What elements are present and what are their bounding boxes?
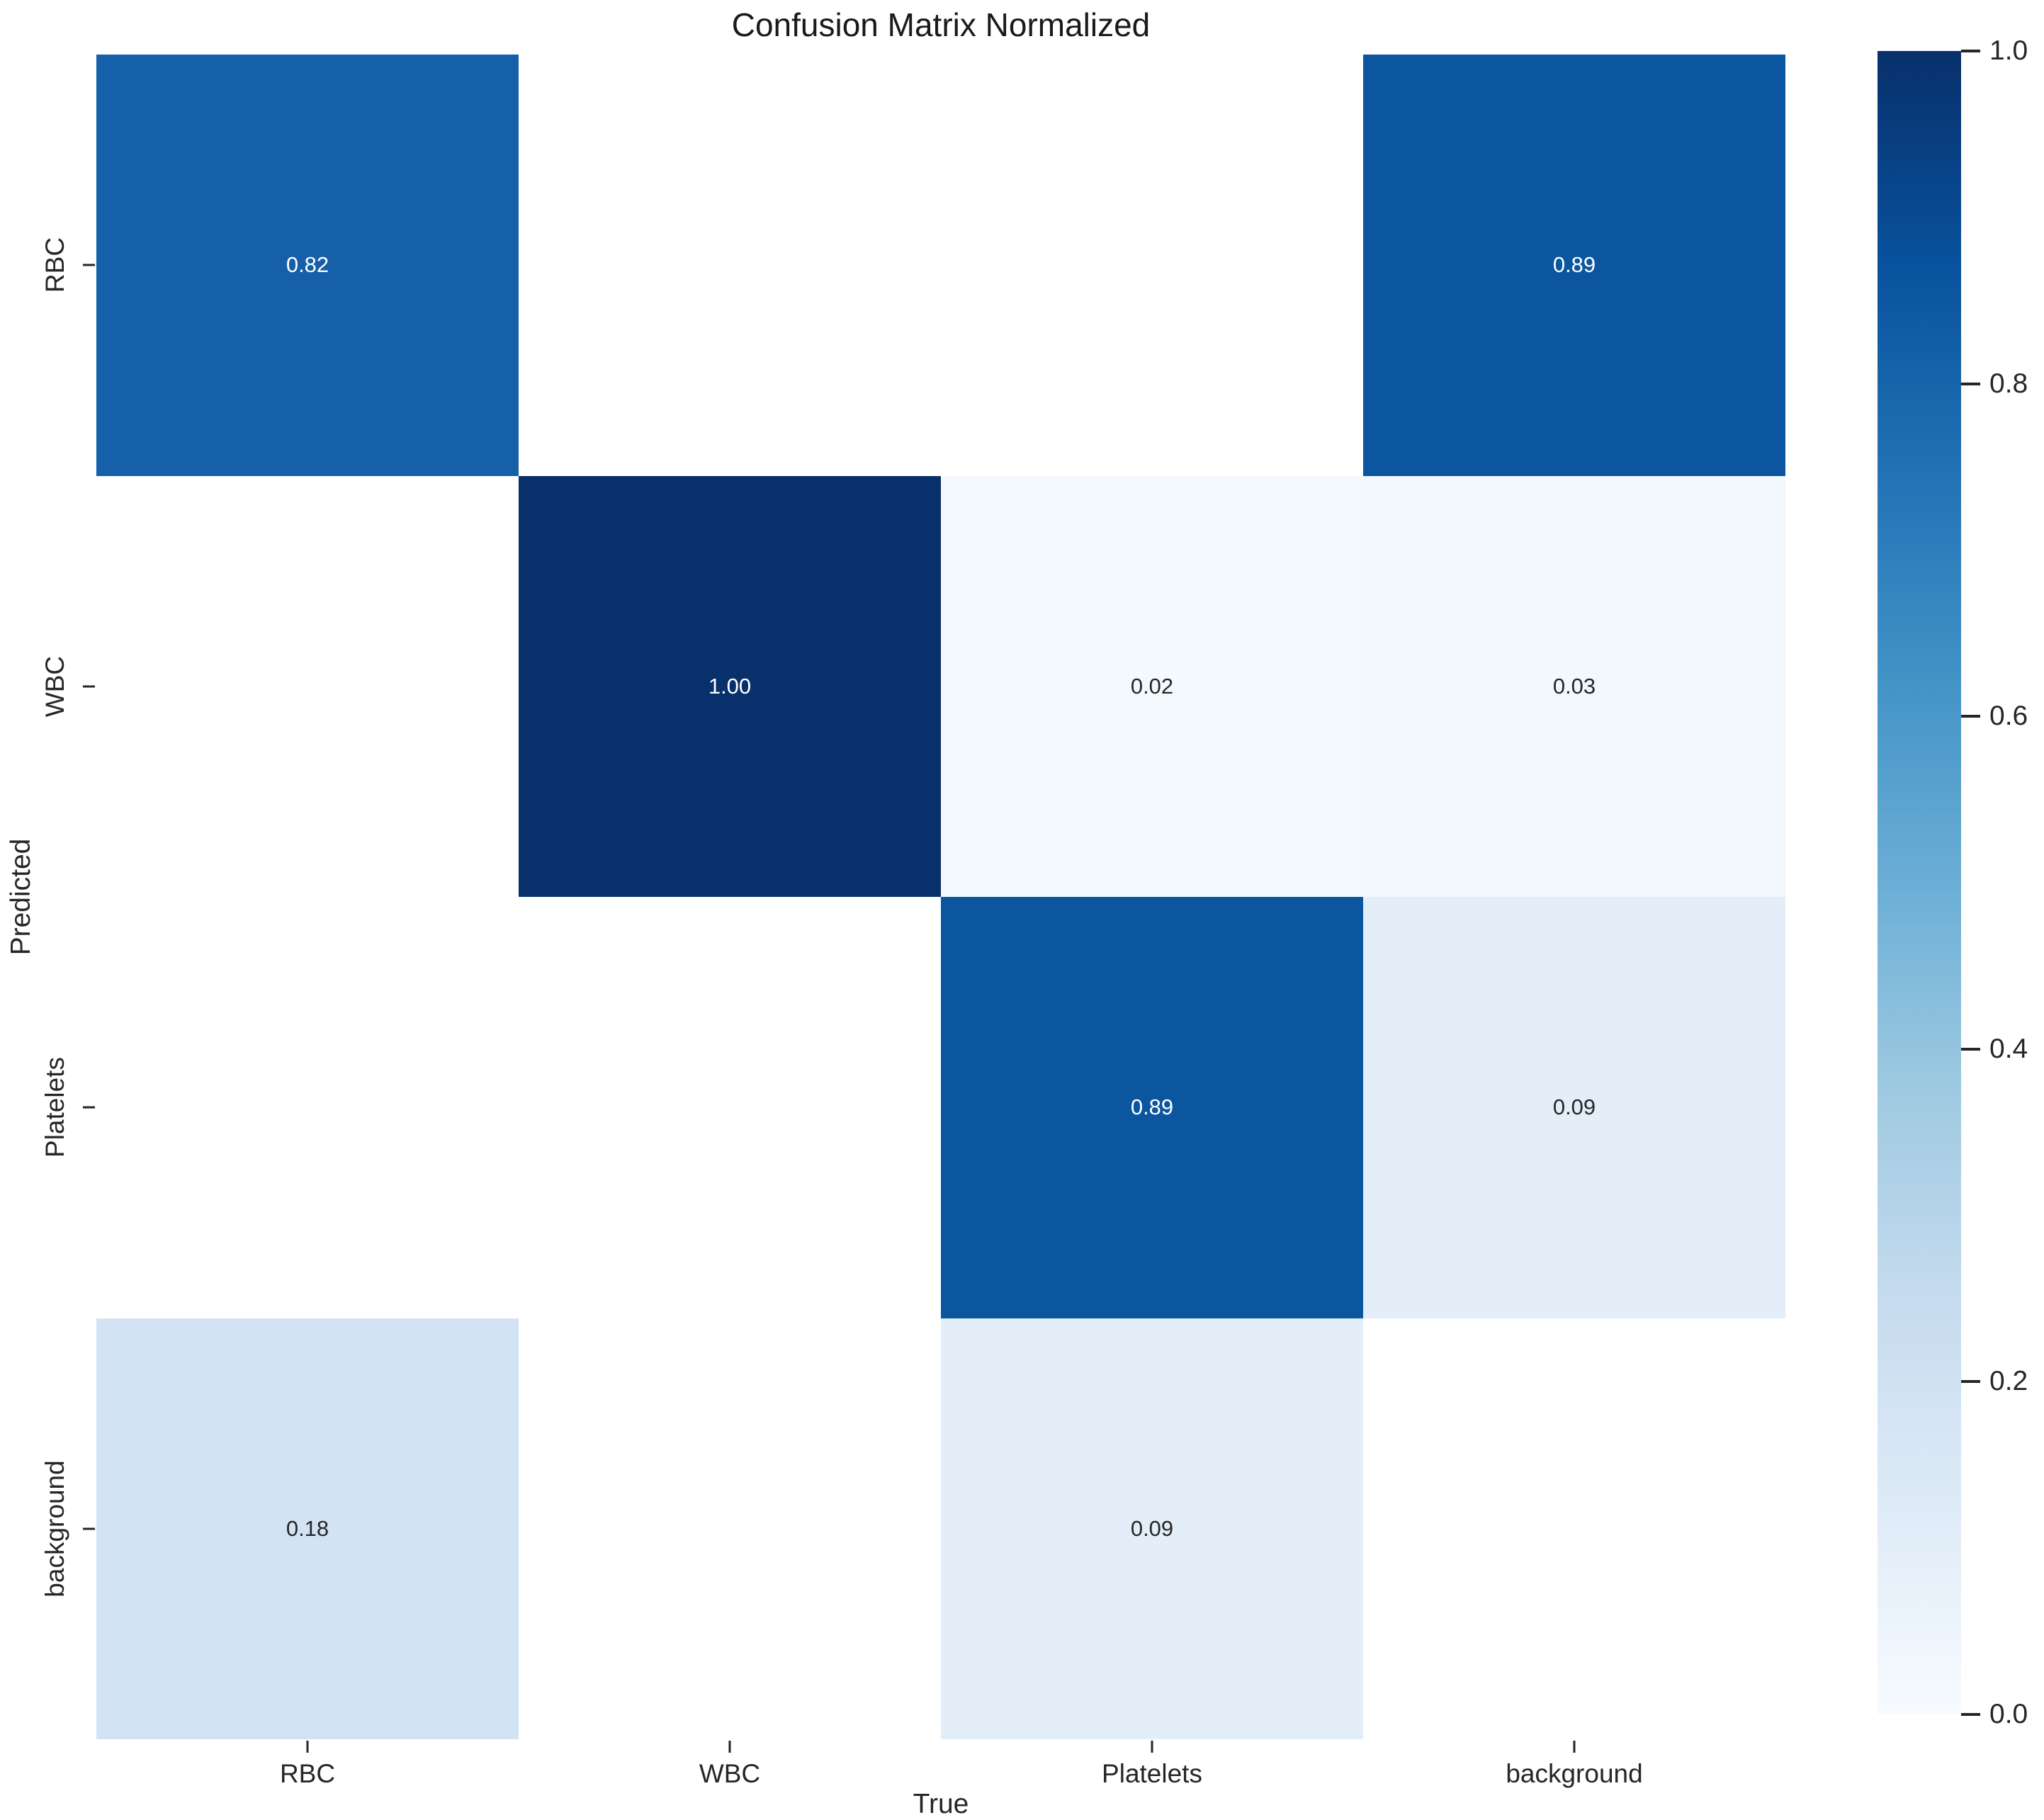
heatmap-cell: 0.82 (96, 55, 519, 476)
x-tick-mark (1151, 1741, 1153, 1753)
y-tick-label: Platelets (40, 1057, 69, 1158)
heatmap-cell: 0.18 (96, 1318, 519, 1739)
heatmap-cell (519, 1318, 941, 1739)
colorbar-tick-label: 0.6 (1989, 701, 2028, 732)
y-tick-label: RBC (40, 237, 69, 293)
heatmap-cell (1363, 1318, 1785, 1739)
colorbar-tick-label: 1.0 (1989, 35, 2028, 66)
chart-title: Confusion Matrix Normalized (731, 6, 1151, 43)
y-axis-title: Predicted (6, 838, 36, 956)
cell-value: 0.89 (1130, 1095, 1174, 1120)
cell-value: 1.00 (708, 673, 752, 699)
x-tick-label: RBC (279, 1759, 336, 1788)
colorbar-tick-label: 0.4 (1989, 1033, 2028, 1064)
colorbar-tick-label: 0.0 (1989, 1699, 2028, 1729)
heatmap-cell: 0.09 (941, 1318, 1363, 1739)
heatmap-cell (96, 475, 519, 897)
colorbar-tick-label: 0.2 (1989, 1366, 2028, 1397)
colorbar-tick-mark (1961, 715, 1980, 718)
x-tick-mark (1573, 1741, 1576, 1753)
x-tick-label: background (1506, 1759, 1643, 1788)
colorbar-tick-mark (1961, 1380, 1980, 1384)
heatmap-cell (96, 897, 519, 1318)
heatmap-cell (941, 55, 1363, 476)
heatmap-cell: 0.09 (1363, 897, 1785, 1318)
cell-value: 0.02 (1130, 673, 1174, 699)
colorbar (1878, 51, 1961, 1714)
x-tick-label: Platelets (1102, 1759, 1202, 1788)
heatmap-cell (519, 897, 941, 1318)
x-tick-mark (306, 1741, 309, 1753)
heatmap-cell (519, 55, 941, 476)
cell-value: 0.09 (1130, 1515, 1174, 1541)
heatmap-cell: 0.89 (941, 897, 1363, 1318)
colorbar-tick-mark (1961, 50, 1980, 52)
colorbar-tick-mark (1961, 1047, 1980, 1051)
x-tick-label: WBC (699, 1759, 761, 1788)
cell-value: 0.18 (286, 1515, 329, 1541)
y-tick-label: background (40, 1460, 69, 1598)
cell-value: 0.09 (1552, 1095, 1596, 1120)
y-tick-mark (83, 685, 95, 688)
cell-value: 0.03 (1552, 673, 1596, 699)
y-tick-mark (83, 1106, 95, 1109)
heatmap-cell: 0.02 (941, 475, 1363, 897)
cell-value: 0.89 (1552, 252, 1596, 278)
heatmap-cell: 0.89 (1363, 55, 1785, 476)
x-axis-title: True (913, 1789, 969, 1819)
colorbar-tick-label: 0.8 (1989, 368, 2028, 399)
cell-value: 0.82 (286, 252, 329, 278)
x-tick-mark (728, 1741, 731, 1753)
heatmap-grid: 0.82 0.89 1.00 0.02 0.03 0.89 0.09 0.18 0.09 (96, 55, 1785, 1739)
heatmap-cell: 1.00 (519, 475, 941, 897)
heatmap-cell: 0.03 (1363, 475, 1785, 897)
y-tick-mark (83, 1527, 95, 1530)
y-tick-label: WBC (40, 655, 69, 717)
colorbar-tick-mark (1961, 382, 1980, 385)
colorbar-tick-mark (1961, 1713, 1980, 1716)
y-tick-mark (83, 264, 95, 266)
